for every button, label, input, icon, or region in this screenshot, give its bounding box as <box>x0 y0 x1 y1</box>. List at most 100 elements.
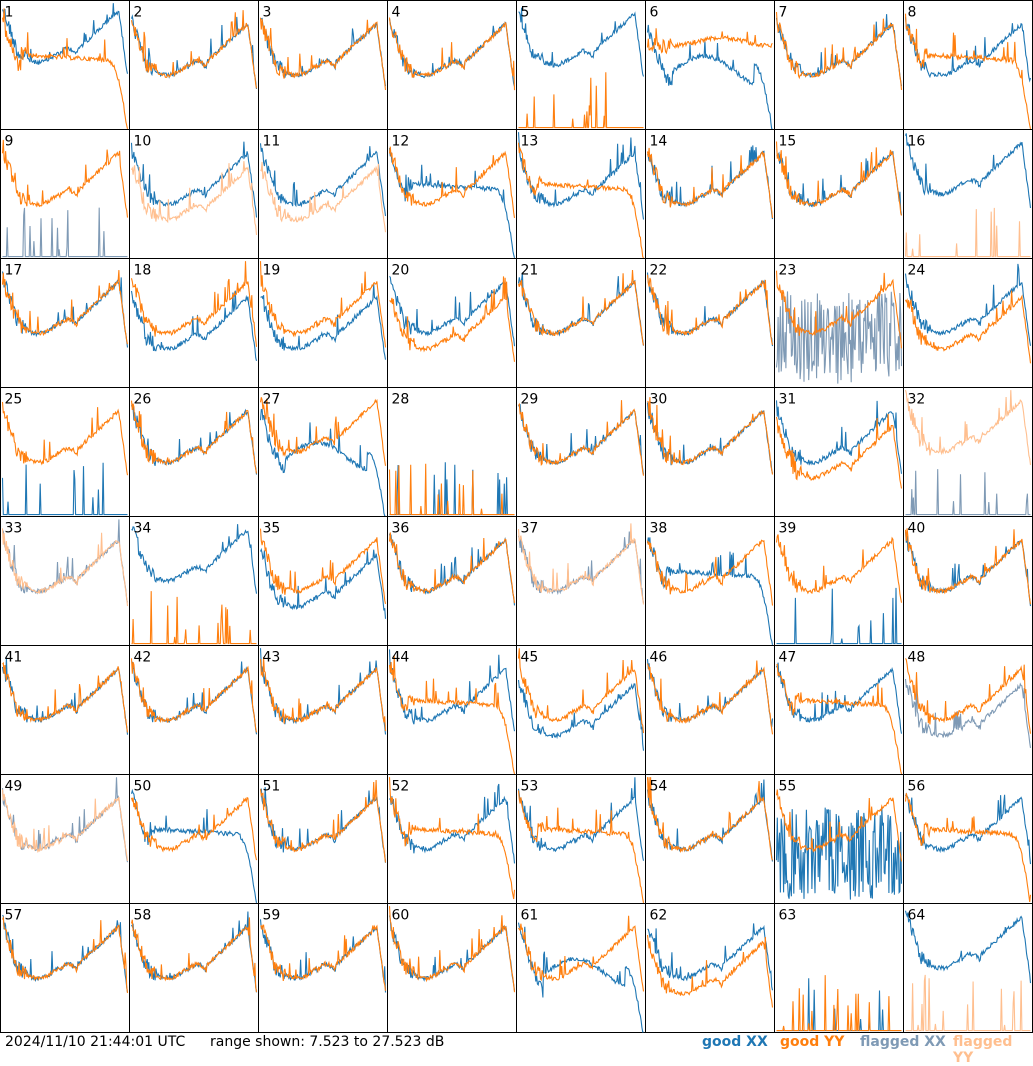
yy-line-4 <box>388 17 516 91</box>
yy-line-13 <box>517 142 644 259</box>
xx-line-30 <box>646 402 774 474</box>
xx-line-52 <box>389 783 516 864</box>
panel-label: 55 <box>779 779 797 795</box>
panel-label: 59 <box>263 908 281 924</box>
panel-9: 9 <box>0 129 130 259</box>
xx-line-11 <box>259 143 387 217</box>
panel-label: 48 <box>908 650 926 666</box>
yy-line-63 <box>776 975 902 1032</box>
yy-line-18 <box>130 261 258 347</box>
panel-label: 9 <box>5 134 14 150</box>
panel-59: 59 <box>258 903 388 1033</box>
xx-line-10 <box>130 141 258 218</box>
yy-line-53 <box>517 790 645 904</box>
xx-line-5 <box>518 7 645 77</box>
yy-line-44 <box>388 655 516 775</box>
yy-line-14 <box>646 147 774 219</box>
panel-6: 6 <box>645 0 775 130</box>
yy-line-39 <box>775 534 903 603</box>
xx-line-37 <box>517 531 645 603</box>
panel-label: 45 <box>521 650 539 666</box>
panel-11: 11 <box>258 129 388 259</box>
panel-25: 25 <box>0 387 130 517</box>
yy-line-2 <box>130 10 258 89</box>
xx-line-35 <box>259 547 387 619</box>
panel-label: 5 <box>521 5 530 21</box>
panel-28: 28 <box>387 387 517 517</box>
panel-32: 32 <box>903 387 1033 517</box>
panel-57: 57 <box>0 903 130 1033</box>
panel-26: 26 <box>129 387 259 517</box>
yy-line-49 <box>1 789 129 861</box>
panel-label: 56 <box>908 779 926 795</box>
xx-line-59 <box>259 919 387 993</box>
panel-13: 13 <box>516 129 646 259</box>
panel-label: 62 <box>650 908 668 924</box>
panel-label: 30 <box>650 392 668 408</box>
panel-label: 46 <box>650 650 668 666</box>
yy-line-46 <box>646 660 774 735</box>
yy-line-61 <box>518 915 645 992</box>
xx-line-62 <box>647 923 774 991</box>
panel-label: 29 <box>521 392 539 408</box>
panel-label: 38 <box>650 521 668 537</box>
xx-line-63 <box>776 978 902 1032</box>
panel-47: 47 <box>774 645 904 775</box>
yy-line-36 <box>388 532 516 604</box>
yy-line-45 <box>517 648 645 734</box>
panel-label: 50 <box>134 779 152 795</box>
panel-39: 39 <box>774 516 904 646</box>
yy-line-1 <box>1 8 129 130</box>
yy-line-30 <box>647 397 774 475</box>
panel-label: 47 <box>779 650 797 666</box>
yy-line-3 <box>259 17 387 91</box>
panel-48: 48 <box>903 645 1033 775</box>
panel-label: 32 <box>908 392 926 408</box>
panel-label: 19 <box>263 263 281 279</box>
panel-14: 14 <box>645 129 775 259</box>
panel-60: 60 <box>387 903 517 1033</box>
panel-label: 41 <box>5 650 23 666</box>
yy-line-62 <box>646 935 774 1008</box>
panel-label: 58 <box>134 908 152 924</box>
panel-55: 55 <box>774 774 904 904</box>
xx-line-38 <box>646 537 774 646</box>
yy-line-10 <box>131 161 258 235</box>
xx-line-24 <box>904 263 1032 346</box>
panel-40: 40 <box>903 516 1033 646</box>
xx-line-25 <box>1 462 128 516</box>
xx-line-28 <box>389 462 515 516</box>
xx-line-21 <box>517 272 645 346</box>
panel-label: 63 <box>779 908 797 924</box>
yy-line-33 <box>1 528 129 607</box>
yy-line-17 <box>1 270 129 345</box>
panel-22: 22 <box>645 258 775 388</box>
panel-label: 24 <box>908 263 926 279</box>
panel-45: 45 <box>516 645 646 775</box>
panel-label: 42 <box>134 650 152 666</box>
panel-58: 58 <box>129 903 259 1033</box>
panel-38: 38 <box>645 516 775 646</box>
yy-line-15 <box>775 141 903 216</box>
panel-label: 26 <box>134 392 152 408</box>
panel-52: 52 <box>387 774 517 904</box>
panel-label: 4 <box>392 5 401 21</box>
panel-label: 16 <box>908 134 926 150</box>
xx-line-48 <box>904 678 1032 748</box>
xx-line-14 <box>646 145 774 220</box>
panel-53: 53 <box>516 774 646 904</box>
panel-8: 8 <box>903 0 1033 130</box>
panel-label: 23 <box>779 263 797 279</box>
panel-label: 27 <box>263 392 281 408</box>
yy-line-42 <box>130 658 258 733</box>
xx-line-23 <box>775 291 903 384</box>
panel-46: 46 <box>645 645 775 775</box>
xx-line-41 <box>1 657 129 735</box>
yy-line-64 <box>905 974 1031 1032</box>
yy-line-43 <box>259 657 387 732</box>
panel-label: 57 <box>5 908 23 924</box>
panel-42: 42 <box>129 645 259 775</box>
xx-line-58 <box>131 911 258 993</box>
panel-31: 31 <box>774 387 904 517</box>
legend-good-xx: good XX <box>702 1034 768 1050</box>
